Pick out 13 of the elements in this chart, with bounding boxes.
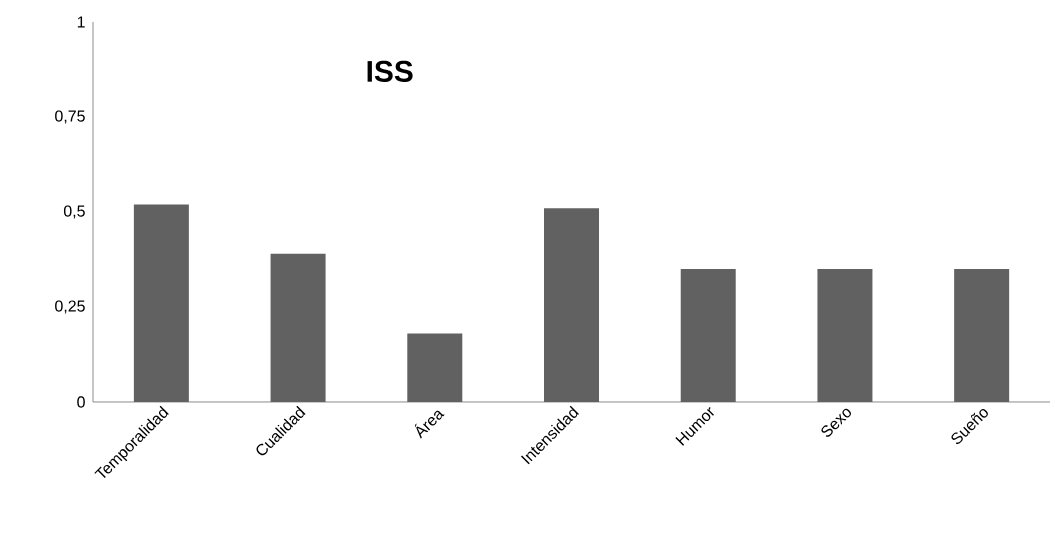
bar: [544, 208, 600, 402]
y-tick-label: 1: [77, 16, 85, 28]
text: ISS: [367, 60, 413, 82]
bar: [817, 268, 873, 402]
bar: [270, 253, 326, 402]
y-tick-label: 0,75: [55, 110, 85, 124]
bar: [954, 268, 1010, 402]
y-tick-label: 0: [77, 396, 85, 408]
bar: [407, 333, 463, 402]
y-tick-label: 0,5: [63, 205, 85, 219]
y-tick-label: 0,25: [55, 300, 85, 314]
bar: [133, 204, 189, 402]
bar: [680, 268, 736, 402]
